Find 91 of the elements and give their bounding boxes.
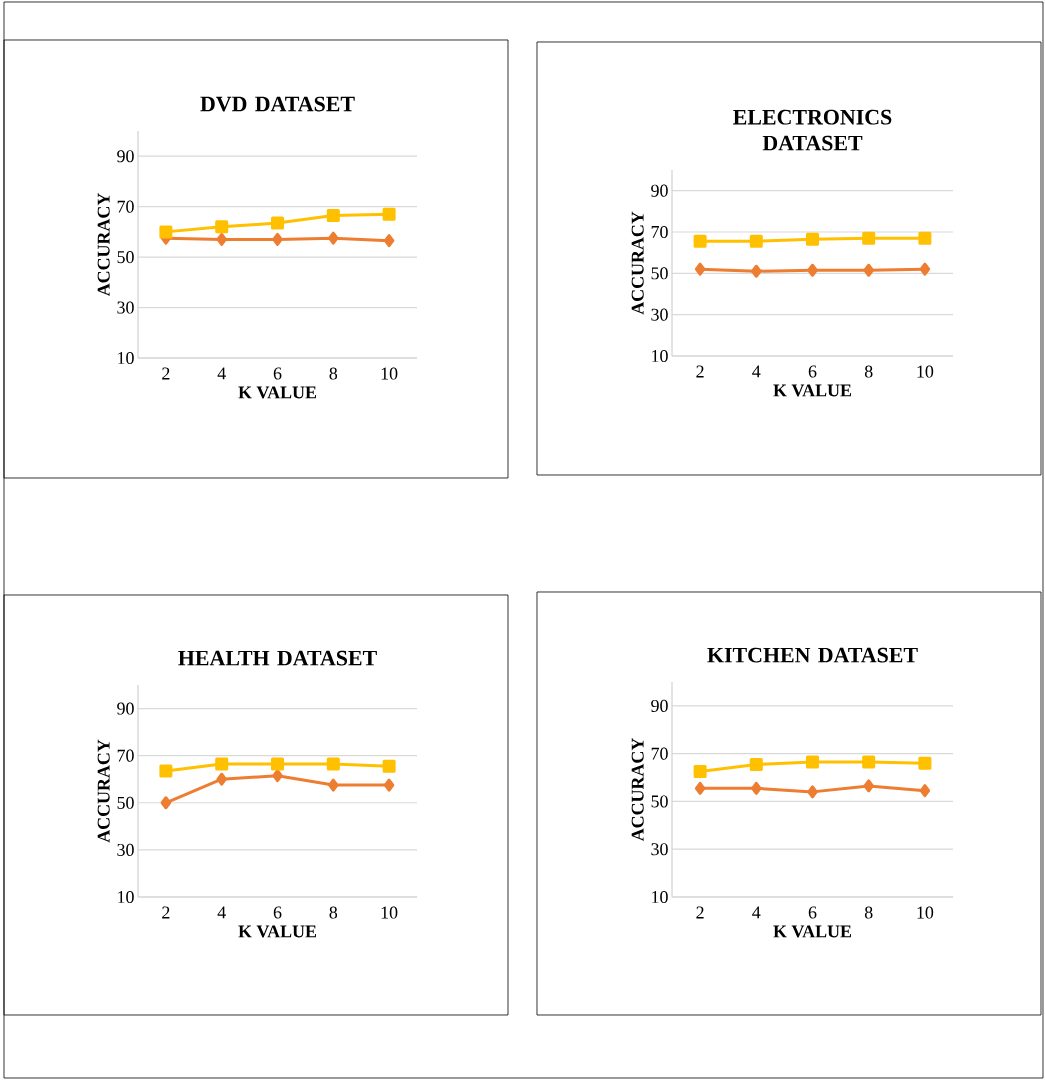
y-tick-label: 50 [651,795,668,808]
point [693,765,707,779]
y-tick-label: 70 [117,749,134,762]
x-tick-label: 2 [162,906,170,919]
point [328,231,339,245]
point [271,757,284,771]
x-tick-label: 2 [162,367,170,380]
x-axis-title: K VALUE [238,925,317,938]
point [272,769,283,783]
y-axis-title: ACCURACY [631,738,644,842]
point [215,757,229,771]
y-tick-label: 30 [117,301,134,314]
point [382,207,396,221]
point [807,785,818,799]
point [694,781,706,795]
point [326,208,340,222]
y-tick-label: 10 [652,349,668,363]
y-axis-title: ACCURACY [631,211,644,315]
x-tick-label: 6 [273,367,282,380]
x-tick-label: 2 [696,365,704,378]
point [216,232,227,246]
x-tick-label: 8 [329,367,338,380]
x-tick-label: 10 [917,365,934,378]
point [159,764,173,778]
point [806,232,819,246]
y-tick-label: 30 [651,843,668,856]
point [749,757,763,771]
chart-title: HEALTH DATASET [178,650,377,666]
point [919,262,931,276]
point [919,784,931,798]
y-tick-label: 90 [117,150,134,163]
x-tick-label: 2 [696,906,704,919]
point [807,263,818,277]
point [693,234,707,248]
point [215,220,229,234]
y-tick-label: 70 [651,747,668,760]
x-tick-label: 10 [381,367,398,380]
chart-title: DVD DATASET [200,96,355,112]
point [271,216,284,230]
point [216,772,227,786]
point [160,796,172,810]
x-tick-label: 4 [752,365,761,378]
point [159,225,173,239]
y-tick-label: 10 [652,890,668,904]
point [326,757,340,771]
point [694,262,706,276]
y-tick-label: 70 [117,200,134,213]
y-tick-label: 10 [118,890,134,904]
x-tick-label: 6 [808,906,817,919]
x-tick-label: 10 [917,906,934,919]
point [383,234,395,248]
point [272,232,283,246]
point [751,781,762,795]
y-tick-label: 90 [117,702,134,715]
point [862,231,876,245]
point [749,234,763,248]
y-tick-label: 10 [118,351,134,365]
x-axis-title: K VALUE [238,386,317,399]
x-tick-label: 6 [273,906,282,919]
x-tick-label: 4 [752,906,761,919]
x-tick-label: 4 [217,906,226,919]
point [918,231,932,245]
point [918,756,932,770]
x-tick-label: 8 [329,906,338,919]
point [382,759,396,773]
y-axis-title: ACCURACY [97,193,110,297]
x-tick-label: 8 [864,365,873,378]
y-tick-label: 30 [651,308,668,321]
chart-title: ELECTRONICS DATASET [733,109,892,151]
y-tick-label: 70 [651,225,668,239]
point [383,778,395,792]
point [863,263,874,277]
x-tick-label: 10 [381,906,398,919]
point [806,755,819,769]
x-tick-label: 4 [217,367,226,380]
point [862,755,876,769]
y-tick-label: 50 [117,796,134,809]
x-tick-label: 8 [864,906,873,919]
point [328,778,339,792]
x-tick-label: 6 [808,365,817,378]
y-tick-label: 90 [651,699,668,712]
y-tick-label: 50 [117,251,134,264]
point [863,779,874,793]
y-tick-label: 90 [651,184,668,197]
x-axis-title: K VALUE [773,925,852,938]
point [751,264,762,278]
chart-title: KITCHEN DATASET [707,647,918,663]
y-tick-label: 30 [117,843,134,856]
x-axis-title: K VALUE [773,384,852,397]
y-axis-title: ACCURACY [97,739,110,843]
y-tick-label: 50 [651,267,668,280]
